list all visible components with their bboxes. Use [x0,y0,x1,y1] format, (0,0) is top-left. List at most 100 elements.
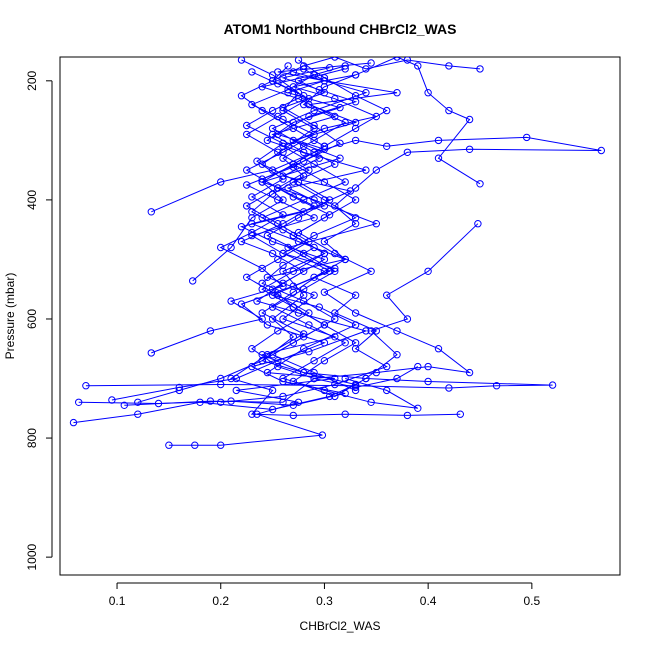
data-point [351,309,360,317]
data-point [403,148,412,157]
data-point [294,178,303,186]
data-point [320,237,329,246]
data-point [300,267,308,275]
data-point [274,255,282,264]
data-point [325,64,334,72]
data-point [274,291,282,299]
data-point [305,95,313,103]
data-point [248,228,256,237]
data-point [325,196,334,204]
x-axis: 0.1 0.2 0.3 0.4 0.5 [109,582,541,608]
data-point [279,211,287,219]
data-point [248,100,256,109]
data-point [351,291,360,299]
data-point [284,62,292,70]
data-point [351,196,360,204]
data-point [206,397,215,405]
data-point [268,166,277,174]
data-point [331,315,339,323]
data-point [351,220,360,228]
data-point [465,145,474,154]
data-point [310,124,318,133]
series-line [245,71,419,388]
data-point [274,184,282,192]
data-point [362,89,370,97]
data-point [336,154,344,162]
data-point [279,315,287,323]
data-point [248,193,256,201]
data-point [217,398,225,406]
data-point [268,124,277,133]
data-point [331,267,339,275]
data-point [383,142,391,151]
data-point [331,57,339,61]
data-point [253,297,261,305]
data-point [474,220,482,228]
data-point [320,267,329,275]
data-point [227,297,235,305]
data-point [248,68,256,76]
data-point [268,71,277,79]
data-point [320,249,329,258]
data-point [351,214,360,222]
data-point [263,231,272,240]
series-line [151,65,305,354]
data-point [274,112,282,121]
series-layer [69,57,605,449]
data-point [341,374,349,383]
data-point [279,267,287,275]
data-point [548,381,557,389]
data-point [268,386,277,395]
y-axis-label: Pressure (mbar) [3,273,17,360]
data-point [310,160,318,168]
data-point [434,154,443,162]
data-point [393,327,401,335]
data-point [310,136,318,145]
data-point [434,136,443,145]
data-point [351,124,360,133]
data-point [476,180,484,188]
data-point [268,315,277,323]
data-point [424,362,432,371]
data-point [310,231,318,240]
data-point [284,142,292,151]
data-point [403,411,412,420]
data-point [274,362,282,371]
data-point [243,121,251,130]
data-point [320,124,329,133]
data-point [305,166,313,174]
data-point [372,112,380,121]
y-tick-label: 600 [25,309,39,329]
y-axis: 200 400 600 800 1000 [25,70,53,570]
data-point [341,255,349,264]
series-line [151,136,602,403]
data-point [393,351,401,359]
data-point [268,351,277,359]
data-point [320,339,329,347]
data-point [393,89,401,97]
data-point [351,118,360,127]
data-point [310,148,318,157]
data-point [289,377,297,386]
data-point [341,178,349,186]
series-line [241,59,419,409]
data-point [414,62,422,70]
data-point [258,309,266,317]
data-point [243,181,251,189]
data-point [341,339,349,347]
data-point [351,92,360,100]
data-point [445,106,453,115]
data-point [424,377,432,386]
data-point [248,345,256,353]
data-point [263,321,272,329]
data-point [445,384,453,392]
data-point [237,223,246,231]
data-point [456,410,464,418]
data-point [367,327,375,335]
data-point [320,74,329,82]
data-point [258,160,266,168]
data-point [279,392,287,401]
data-point [300,142,308,151]
data-point [279,196,287,204]
data-point [268,106,277,115]
